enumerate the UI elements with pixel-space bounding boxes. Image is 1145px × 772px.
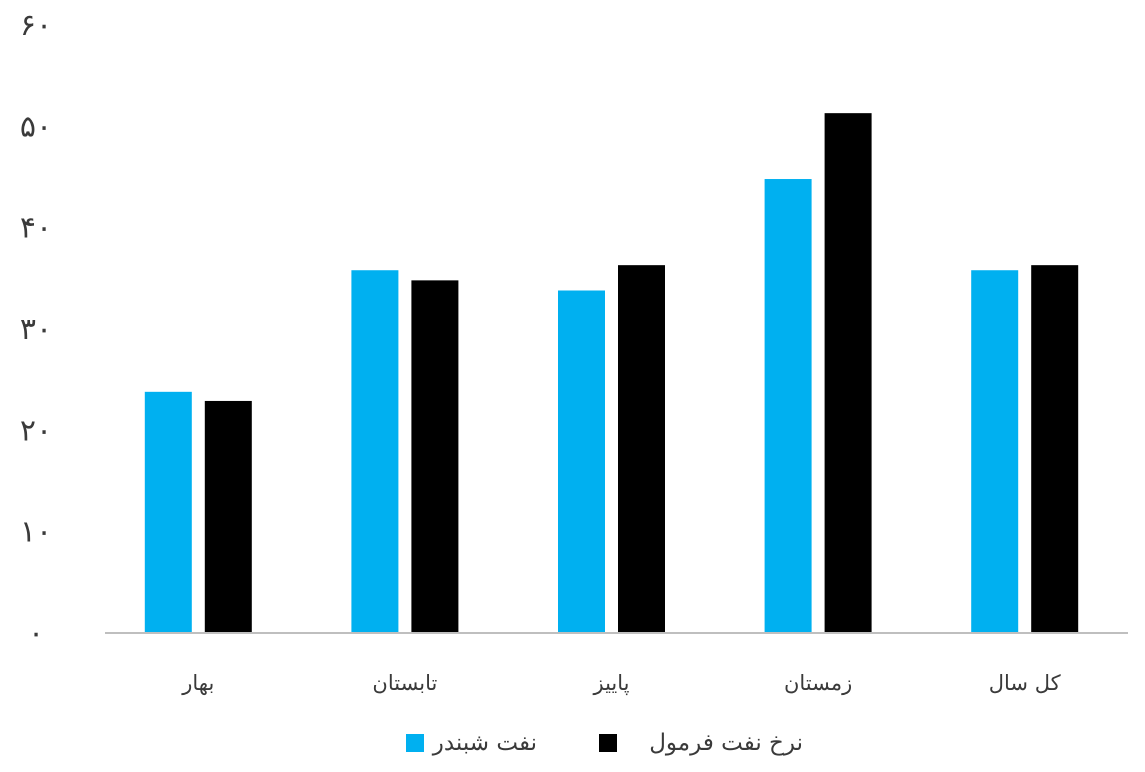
x-tick-label: زمستان	[784, 671, 852, 696]
x-tick-label: کل سال	[989, 671, 1061, 695]
y-tick-label: ۰	[28, 616, 44, 651]
x-tick-label: بهار	[181, 671, 214, 696]
x-tick-label: تابستان	[372, 671, 437, 695]
y-tick-label: ۲۰	[20, 413, 52, 448]
y-tick-label: ۳۰	[20, 312, 52, 347]
bar-series-2	[824, 113, 872, 633]
y-tick-label: ۱۰	[20, 515, 52, 550]
y-axis: ۰ ۱۰ ۲۰ ۳۰ ۴۰ ۵۰ ۶۰	[20, 8, 52, 651]
bar-series-2	[411, 280, 459, 633]
legend-label: نرخ نفت فرمول	[649, 730, 803, 756]
y-tick-label: ۵۰	[20, 109, 52, 144]
bars	[144, 113, 1079, 633]
bar-series-2	[1031, 265, 1079, 633]
bar-series-1	[558, 290, 605, 633]
bar-series-1	[764, 179, 812, 633]
bar-series-2	[204, 400, 252, 633]
x-tick-label: پاییز	[592, 671, 629, 696]
bar-series-2	[618, 265, 665, 633]
bar-series-1	[144, 391, 192, 633]
legend-swatch	[406, 734, 424, 752]
x-axis: بهار تابستان پاییز زمستان کل سال	[181, 671, 1060, 696]
bar-series-1	[971, 270, 1019, 633]
legend-label: نفت شبندر	[432, 730, 537, 756]
y-tick-label: ۶۰	[20, 8, 52, 43]
y-tick-label: ۴۰	[20, 211, 52, 246]
bar-series-1	[351, 270, 399, 633]
legend: نفت شبندر نرخ نفت فرمول	[406, 730, 803, 756]
legend-swatch	[599, 734, 617, 752]
